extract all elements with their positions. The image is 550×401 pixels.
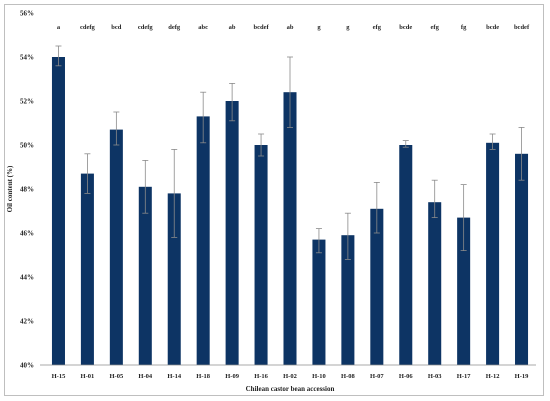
significance-letter: cdefg: [138, 24, 154, 31]
significance-letter: defg: [168, 24, 181, 31]
y-tick-label: 54%: [20, 54, 34, 62]
x-tick-label: H-03: [428, 373, 442, 380]
x-tick-label: H-18: [196, 373, 210, 380]
bar: [312, 239, 326, 365]
x-tick-label: H-16: [254, 373, 268, 380]
significance-letter: bcdef: [514, 24, 530, 31]
bar: [225, 101, 239, 365]
bar: [254, 145, 268, 365]
bar: [196, 116, 210, 366]
x-tick-label: H-07: [370, 373, 384, 380]
bar: [457, 217, 471, 365]
bar: [515, 153, 529, 365]
y-tick-label: 42%: [20, 318, 34, 326]
y-tick-label: 56%: [20, 10, 34, 18]
bar: [80, 173, 94, 365]
x-tick-label: H-19: [515, 373, 529, 380]
x-tick-label: H-05: [109, 373, 123, 380]
significance-letter: cdefg: [80, 24, 96, 31]
x-tick-label: H-01: [81, 373, 95, 380]
x-tick-label: H-06: [399, 373, 413, 380]
x-tick-label: H-04: [138, 373, 152, 380]
significance-letter: a: [57, 24, 61, 31]
significance-letter: bcde: [399, 24, 412, 31]
x-tick-label: H-14: [167, 373, 181, 380]
y-axis-label: Oil content (%): [6, 165, 14, 212]
bar: [167, 193, 181, 365]
bar: [399, 145, 413, 365]
x-tick-label: H-10: [312, 373, 326, 380]
x-tick-label: H-17: [457, 373, 471, 380]
bar: [51, 57, 65, 365]
significance-letter: bcd: [111, 24, 122, 31]
y-tick-label: 52%: [20, 98, 34, 106]
significance-letter: efg: [431, 24, 440, 31]
significance-letter: ab: [287, 24, 294, 31]
bar: [486, 142, 500, 365]
significance-letters: a cdefg bcd cdefg defg abc ab bcdef ab g g efg bcde e…: [57, 24, 530, 31]
significance-letter: fg: [461, 24, 467, 31]
significance-letter: bcdef: [253, 24, 269, 31]
x-tick-label: H-09: [225, 373, 239, 380]
bars: [51, 57, 529, 366]
bar: [341, 235, 355, 365]
significance-letter: ab: [229, 24, 236, 31]
y-tick-label: 50%: [20, 142, 34, 150]
significance-letter: bcde: [486, 24, 499, 31]
x-tick-label: H-12: [486, 373, 500, 380]
bar: [428, 202, 442, 365]
bar: [109, 129, 123, 365]
y-tick-label: 46%: [20, 230, 34, 238]
x-axis-ticks: H-15 H-01 H-05 H-04 H-14 H-18 H-09 H-16 H-02 H-10…: [52, 373, 530, 380]
y-tick-label: 44%: [20, 274, 34, 282]
y-tick-label: 48%: [20, 186, 34, 194]
significance-letter: g: [346, 24, 350, 31]
x-tick-label: H-08: [341, 373, 355, 380]
significance-letter: abc: [198, 24, 208, 31]
bar: [138, 186, 152, 365]
y-axis-ticks: 40% 42% 44% 46% 48% 50% 52% 54% 56%: [20, 10, 34, 370]
bar: [283, 92, 297, 365]
y-tick-label: 40%: [20, 362, 34, 370]
error-bars: [55, 45, 525, 260]
bar: [370, 208, 384, 365]
x-tick-label: H-02: [283, 373, 297, 380]
significance-letter: g: [317, 24, 321, 31]
x-tick-label: H-15: [52, 373, 66, 380]
significance-letter: efg: [373, 24, 382, 31]
chart-frame: [4, 4, 544, 396]
x-axis-label: Chilean castor bean accession: [246, 385, 335, 393]
